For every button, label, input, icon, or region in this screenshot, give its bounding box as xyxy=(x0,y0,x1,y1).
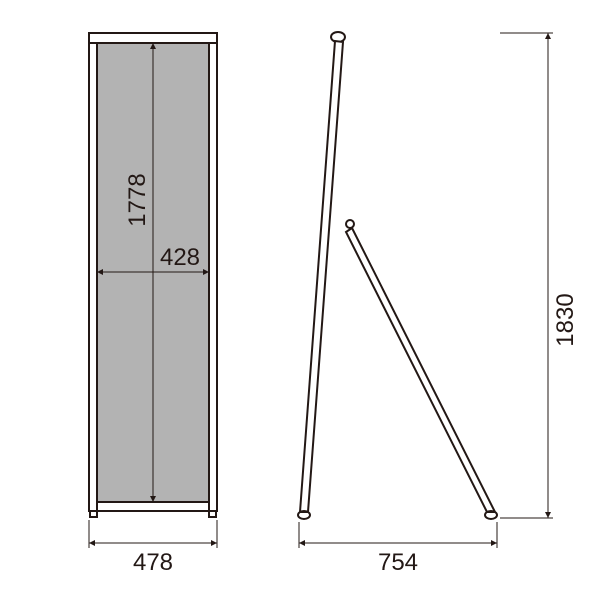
front-left-foot xyxy=(90,511,97,517)
dim-side-depth-label: 754 xyxy=(378,549,418,576)
front-right-foot xyxy=(209,511,216,517)
dimension-diagram: 1778 428 478 754 1830 xyxy=(0,0,600,600)
dim-panel-height-label: 1778 xyxy=(124,173,151,226)
side-view: 754 1830 xyxy=(298,32,579,576)
front-left-upright xyxy=(89,43,97,511)
side-rear-leg xyxy=(346,228,495,512)
dim-panel-width-label: 428 xyxy=(160,244,200,271)
front-bottom-rail xyxy=(97,502,209,511)
front-top-rail xyxy=(89,33,217,43)
side-front-leg xyxy=(300,41,343,512)
dim-front-width-label: 478 xyxy=(133,549,173,576)
side-hinge xyxy=(346,220,354,228)
dim-height-label: 1830 xyxy=(552,293,579,346)
front-view: 1778 428 478 xyxy=(89,33,217,576)
front-right-upright xyxy=(209,43,217,511)
